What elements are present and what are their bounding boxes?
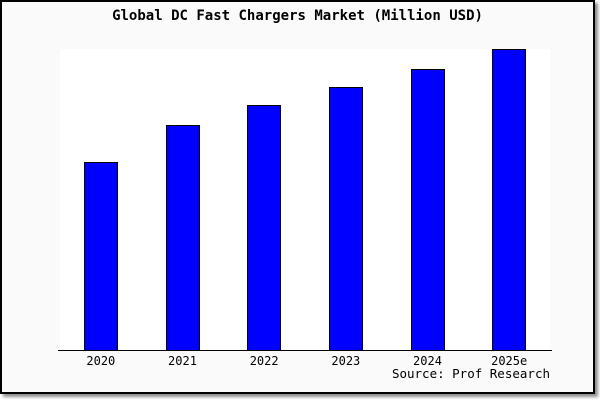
plot-area (60, 49, 550, 350)
source-caption: Source: Prof Research (391, 366, 550, 381)
bar-2025e (492, 49, 527, 350)
bar-2020 (83, 162, 118, 350)
bar-2024 (410, 69, 445, 350)
x-axis-line (58, 350, 552, 351)
x-tick-label-2025e: 2025e (491, 354, 528, 368)
x-tick-label-2020: 2020 (86, 354, 116, 368)
x-tick-label-2024: 2024 (413, 354, 442, 368)
x-tick-label-2021: 2021 (168, 354, 197, 368)
chart-title: Global DC Fast Chargers Market (Million … (112, 8, 483, 24)
x-tick-label-2022: 2022 (249, 354, 279, 368)
bar-2023 (328, 87, 363, 350)
x-tick-label-2023: 2023 (331, 354, 361, 368)
bar-2022 (247, 105, 282, 350)
bar-2021 (165, 125, 200, 350)
